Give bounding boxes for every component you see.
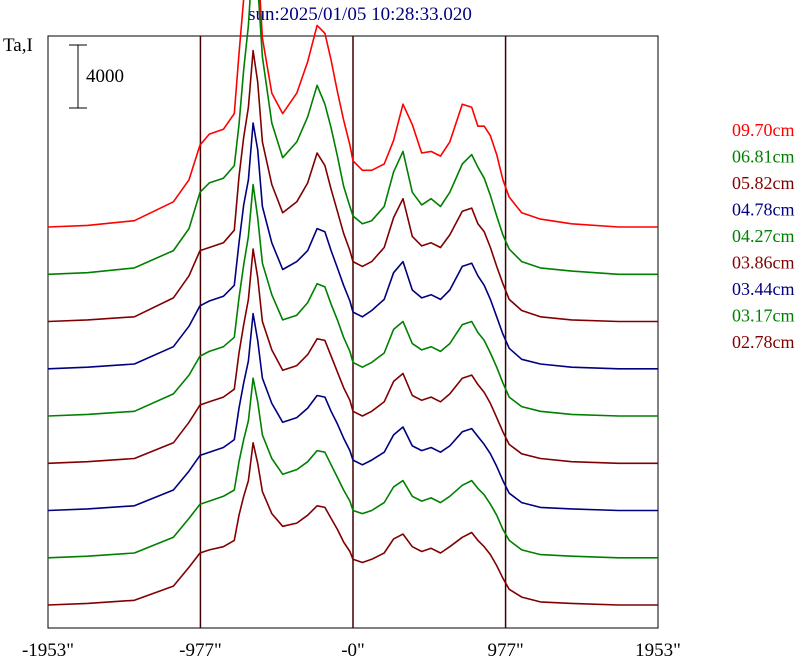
legend-entry-03.17cm: 03.17cm bbox=[732, 306, 795, 326]
legend-entry-04.78cm: 04.78cm bbox=[732, 200, 795, 220]
x-tick-label-0: -1953" bbox=[22, 640, 74, 661]
vertical-marker-lines bbox=[199, 36, 507, 628]
x-tick-labels: -1953" -977" -0" 977" 1953" bbox=[22, 640, 681, 661]
series-line-06.81cm bbox=[47, 0, 658, 276]
legend-entry-05.82cm: 05.82cm bbox=[732, 173, 795, 193]
series-line-05.82cm bbox=[47, 49, 658, 323]
series-line-03.44cm bbox=[47, 312, 658, 512]
legend-entry-09.70cm: 09.70cm bbox=[732, 120, 795, 140]
scale-bar-label: 4000 bbox=[86, 66, 124, 87]
legend-entry-04.27cm: 04.27cm bbox=[732, 226, 795, 246]
legend-entry-03.86cm: 03.86cm bbox=[732, 253, 795, 273]
legend-entry-06.81cm: 06.81cm bbox=[732, 147, 795, 167]
x-tick-label-2: -0" bbox=[341, 640, 365, 661]
scale-bar: 4000 bbox=[69, 44, 124, 109]
x-tick-label-4: 1953" bbox=[635, 640, 681, 661]
y-axis-label: Ta,I bbox=[3, 35, 33, 56]
legend: 09.70cm 06.81cm 05.82cm 04.78cm 04.27cm 03.86… bbox=[732, 120, 795, 352]
series-line-02.78cm bbox=[47, 441, 658, 606]
x-tick-label-3: 977" bbox=[487, 640, 523, 661]
series-lines bbox=[47, 0, 658, 606]
series-line-04.78cm bbox=[47, 122, 658, 370]
series-line-09.70cm bbox=[47, 0, 658, 228]
series-line-03.86cm bbox=[47, 248, 658, 465]
legend-entry-03.44cm: 03.44cm bbox=[732, 279, 795, 299]
chart-title: sun:2025/01/05 10:28:33.020 bbox=[248, 4, 472, 25]
legend-entry-02.78cm: 02.78cm bbox=[732, 332, 795, 352]
x-tick-label-1: -977" bbox=[179, 640, 222, 661]
series-line-03.17cm bbox=[47, 377, 658, 559]
series-line-04.27cm bbox=[47, 183, 658, 417]
